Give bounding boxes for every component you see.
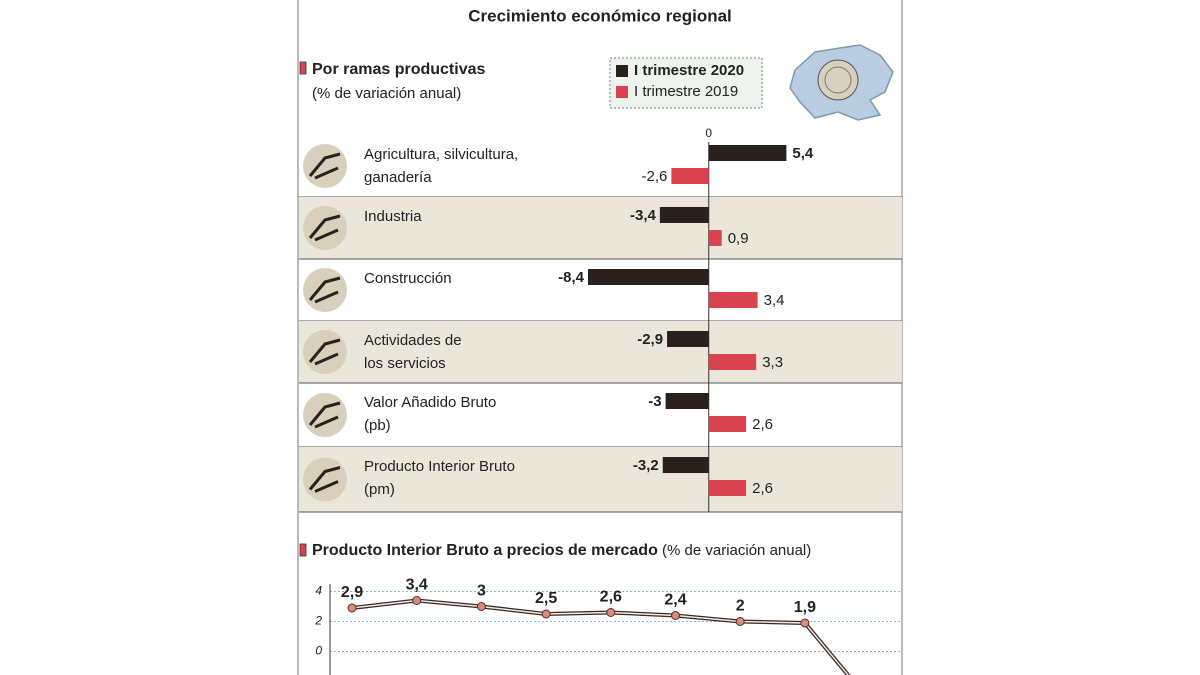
value-label: -3,2 <box>633 457 659 474</box>
row-band <box>299 447 902 512</box>
bar-subtitle: (% de variación anual) <box>312 85 461 102</box>
bar <box>588 269 709 285</box>
row-icon-glyph <box>308 276 341 304</box>
row-icon-glyph <box>308 466 341 493</box>
row-icon-glyph <box>308 152 341 180</box>
value-label: 3,4 <box>764 292 785 309</box>
row-icon-glyph <box>308 338 341 366</box>
bar <box>659 207 709 223</box>
value-label: 2,6 <box>752 416 773 433</box>
map-icon <box>789 44 894 121</box>
legend-box <box>609 57 763 109</box>
bar <box>708 145 787 161</box>
row-icon <box>303 457 347 502</box>
y-tick-label: 0 <box>315 644 322 658</box>
bar <box>708 480 747 496</box>
legend-swatch <box>616 65 628 77</box>
point <box>412 596 422 605</box>
row-icon <box>303 144 347 188</box>
point <box>541 609 551 619</box>
row-icon <box>303 206 347 250</box>
value-label: 2,9 <box>341 584 363 601</box>
row-icon-glyph <box>308 214 341 242</box>
category-label: (pb) <box>364 417 391 434</box>
row-icon-glyph <box>308 401 341 429</box>
value-label: -3,4 <box>630 207 657 224</box>
value-label: 3,4 <box>406 577 428 594</box>
row-band <box>299 197 902 259</box>
legend: I trimestre 2020 I trimestre 2019 <box>609 57 763 109</box>
value-label: 3 <box>477 583 486 600</box>
x-tick-label: 0 <box>705 126 712 140</box>
value-label: 3,3 <box>762 354 783 371</box>
legend-swatch <box>616 86 628 98</box>
y-tick-label: 4 <box>315 584 322 598</box>
value-label: -2,6 <box>642 168 668 185</box>
value-label: -2,9 <box>637 331 663 348</box>
row-icon <box>303 330 347 374</box>
value-label: 2 <box>736 598 745 615</box>
bar-title: Por ramas productivas <box>312 61 486 78</box>
point <box>606 608 616 617</box>
point <box>800 618 810 628</box>
bar <box>708 354 757 370</box>
point <box>347 603 357 613</box>
value-label: 5,4 <box>792 145 814 162</box>
value-label: 2,5 <box>535 590 557 607</box>
category-label: los servicios <box>364 355 446 372</box>
category-label: Industria <box>364 208 422 225</box>
bar <box>665 393 709 409</box>
y-tick-label: 2 <box>314 614 322 628</box>
category-label: Construcción <box>364 270 452 287</box>
value-label: 0,9 <box>728 230 749 247</box>
category-label: ganadería <box>364 169 432 186</box>
row-icon <box>303 393 347 437</box>
value-label: -8,4 <box>558 269 585 286</box>
category-label: Producto Interior Bruto <box>364 458 515 475</box>
value-label: 2,6 <box>600 589 622 606</box>
category-label: (pm) <box>364 481 395 498</box>
value-label: 2,4 <box>664 592 686 609</box>
bullet <box>299 543 307 557</box>
value-label: 2,6 <box>752 480 773 497</box>
value-label: 1,9 <box>794 599 816 616</box>
bar <box>708 416 747 432</box>
point <box>735 617 745 626</box>
legend-label: I trimestre 2019 <box>634 83 738 100</box>
category-label: Actividades de <box>364 332 462 349</box>
bullet <box>299 61 307 75</box>
point <box>476 602 486 611</box>
bar <box>662 457 709 473</box>
point <box>671 611 680 620</box>
category-label: Valor Añadido Bruto <box>364 394 496 411</box>
category-label: Agricultura, silvicultura, <box>364 146 518 163</box>
bar <box>671 168 709 184</box>
row-icon <box>303 268 347 312</box>
bar <box>708 292 758 308</box>
value-label: -3 <box>648 393 661 410</box>
bar <box>667 331 709 347</box>
row-band <box>299 321 902 383</box>
legend-label: I trimestre 2020 <box>634 62 744 79</box>
line-heading: Producto Interior Bruto a precios de mer… <box>312 542 811 559</box>
page-title: Crecimiento económico regional <box>468 6 732 25</box>
bar <box>708 230 722 246</box>
